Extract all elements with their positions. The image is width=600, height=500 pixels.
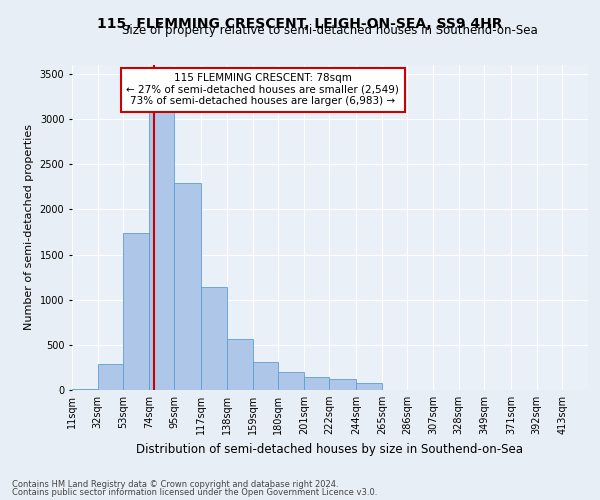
Bar	[278, 372, 304, 390]
Bar	[304, 378, 329, 390]
Bar	[227, 338, 253, 390]
Bar	[329, 379, 356, 390]
Bar	[98, 364, 123, 390]
X-axis label: Distribution of semi-detached houses by size in Southend-on-Sea: Distribution of semi-detached houses by …	[137, 442, 523, 456]
Bar	[253, 362, 278, 390]
Text: Contains public sector information licensed under the Open Government Licence v3: Contains public sector information licen…	[12, 488, 377, 497]
Bar	[149, 88, 175, 390]
Bar	[175, 184, 202, 390]
Text: Contains HM Land Registry data © Crown copyright and database right 2024.: Contains HM Land Registry data © Crown c…	[12, 480, 338, 489]
Title: Size of property relative to semi-detached houses in Southend-on-Sea: Size of property relative to semi-detach…	[122, 24, 538, 38]
Bar	[72, 389, 98, 390]
Bar	[356, 383, 382, 390]
Y-axis label: Number of semi-detached properties: Number of semi-detached properties	[24, 124, 34, 330]
Bar	[123, 233, 149, 390]
Text: 115 FLEMMING CRESCENT: 78sqm
← 27% of semi-detached houses are smaller (2,549)
7: 115 FLEMMING CRESCENT: 78sqm ← 27% of se…	[127, 73, 400, 106]
Text: 115, FLEMMING CRESCENT, LEIGH-ON-SEA, SS9 4HR: 115, FLEMMING CRESCENT, LEIGH-ON-SEA, SS…	[97, 18, 503, 32]
Bar	[202, 287, 227, 390]
